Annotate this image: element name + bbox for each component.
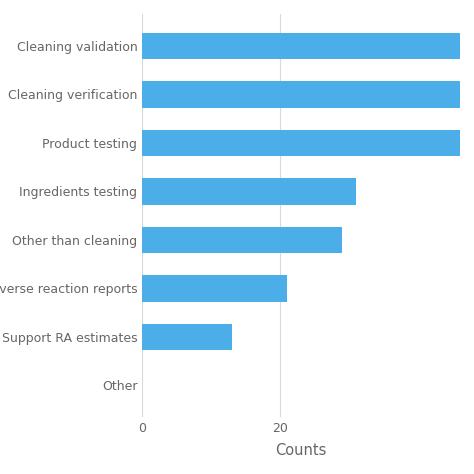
Bar: [142, 324, 232, 350]
Bar: [142, 227, 342, 253]
Bar: [142, 178, 356, 205]
X-axis label: Counts: Counts: [275, 443, 327, 458]
Bar: [142, 275, 287, 302]
Bar: [142, 33, 474, 59]
Bar: [142, 81, 474, 108]
Bar: [142, 129, 474, 156]
